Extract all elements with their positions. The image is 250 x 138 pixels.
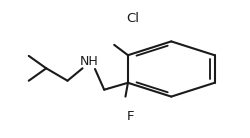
Text: NH: NH [80, 55, 98, 68]
Text: F: F [126, 110, 134, 123]
Text: Cl: Cl [126, 12, 139, 25]
